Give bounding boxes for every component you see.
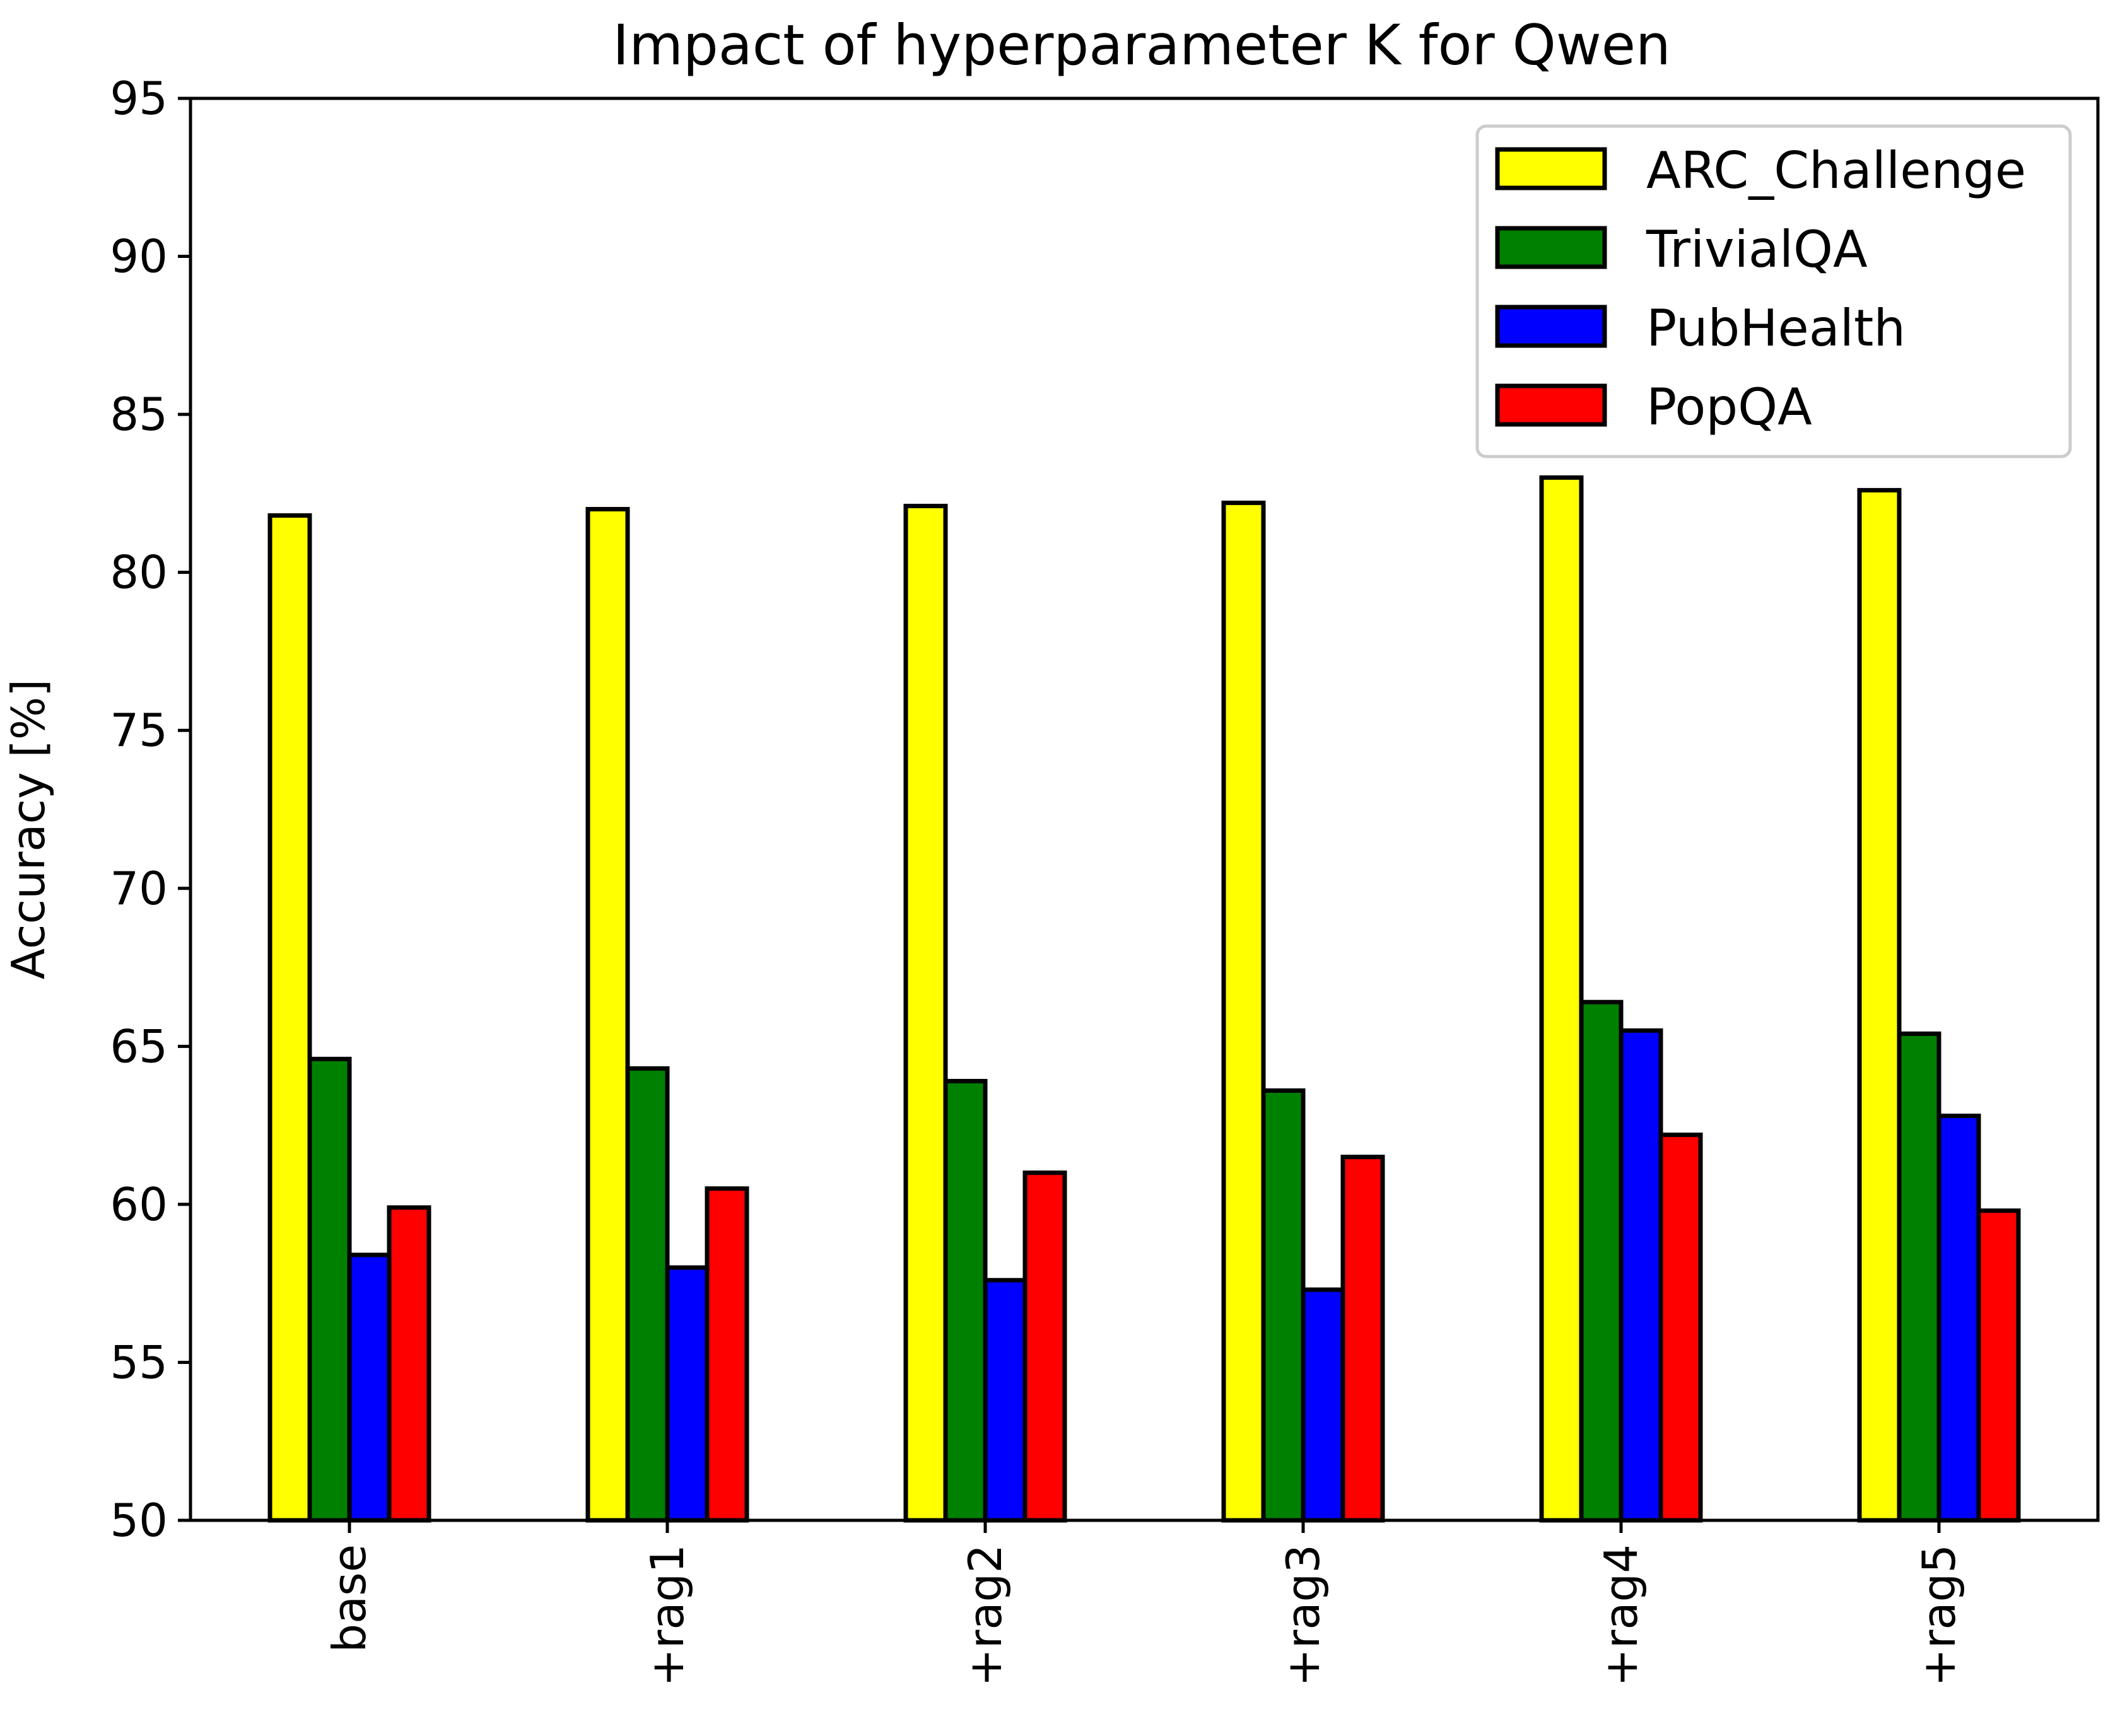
x-tick-label: +rag5 — [1912, 1544, 1965, 1687]
bar-pubhealth-base — [347, 1252, 392, 1523]
x-tick-label: +rag4 — [1595, 1544, 1648, 1687]
bar-popqa-rag2 — [1022, 1170, 1067, 1523]
y-axis-label: Accuracy [%] — [2, 679, 55, 979]
y-tick-label: 95 — [110, 72, 168, 125]
x-tick-label: +rag3 — [1277, 1544, 1330, 1687]
legend-box — [1475, 124, 2072, 458]
y-tick-label: 90 — [110, 230, 168, 283]
bar-trivialqa-rag5 — [1897, 1031, 1941, 1523]
bar-arc-challenge-rag2 — [903, 503, 948, 1523]
bar-arc-challenge-rag5 — [1857, 487, 1902, 1523]
bar-trivialqa-rag3 — [1261, 1088, 1306, 1523]
y-tick-label: 80 — [110, 546, 168, 599]
bar-popqa-rag1 — [705, 1186, 749, 1523]
bar-popqa-rag4 — [1658, 1133, 1703, 1523]
y-tick-label: 50 — [110, 1494, 168, 1547]
y-tick-label: 65 — [110, 1020, 168, 1073]
plot-frame — [189, 96, 2100, 1522]
y-tick-label: 60 — [110, 1178, 168, 1231]
legend: ARC_Challenge TrivialQA PubHealth PopQA — [1475, 124, 2072, 458]
legend-swatch — [1495, 147, 1607, 190]
bar-arc-challenge-rag1 — [585, 506, 630, 1523]
bar-trivialqa-rag2 — [943, 1078, 988, 1523]
bar-popqa-rag5 — [1976, 1208, 2021, 1523]
y-tick-label: 75 — [110, 704, 168, 757]
bar-trivialqa-rag1 — [625, 1066, 670, 1523]
bar-pubhealth-rag2 — [983, 1278, 1028, 1523]
y-tick-label: 85 — [110, 388, 168, 441]
y-tick-label: 70 — [110, 862, 168, 915]
bar-pubhealth-rag5 — [1936, 1114, 1981, 1523]
bar-arc-challenge-rag4 — [1539, 475, 1584, 1523]
x-tick-label: +rag2 — [959, 1544, 1012, 1687]
x-tick-label: base — [323, 1544, 376, 1653]
bars-layer — [267, 475, 2021, 1523]
bar-pubhealth-rag3 — [1301, 1287, 1345, 1523]
y-tick-label: 55 — [110, 1336, 168, 1389]
axes-layer: 50 55 60 65 70 75 80 85 90 95 base +rag1 +rag2 +rag3 +… — [110, 72, 2100, 1687]
legend-label: ARC_Challenge — [1646, 141, 2026, 200]
bar-trivialqa-base — [307, 1056, 352, 1523]
bar-arc-challenge-rag3 — [1221, 500, 1266, 1523]
legend-swatch — [1495, 305, 1607, 348]
bar-trivialqa-rag4 — [1579, 999, 1624, 1523]
bar-pubhealth-rag1 — [665, 1265, 710, 1523]
bar-popqa-rag3 — [1340, 1155, 1385, 1523]
legend-swatch — [1495, 383, 1607, 427]
bar-pubhealth-rag4 — [1619, 1028, 1663, 1523]
x-tick-label: +rag1 — [641, 1544, 694, 1687]
chart-title: Impact of hyperparameter K for Qwen — [612, 13, 1671, 78]
legend-swatch — [1495, 226, 1607, 269]
legend-label: PubHealth — [1646, 299, 1906, 358]
bar-popqa-base — [387, 1205, 431, 1523]
legend-label: PopQA — [1646, 378, 1812, 436]
bar-arc-challenge-base — [267, 513, 312, 1523]
legend-label: TrivialQA — [1646, 220, 1868, 279]
